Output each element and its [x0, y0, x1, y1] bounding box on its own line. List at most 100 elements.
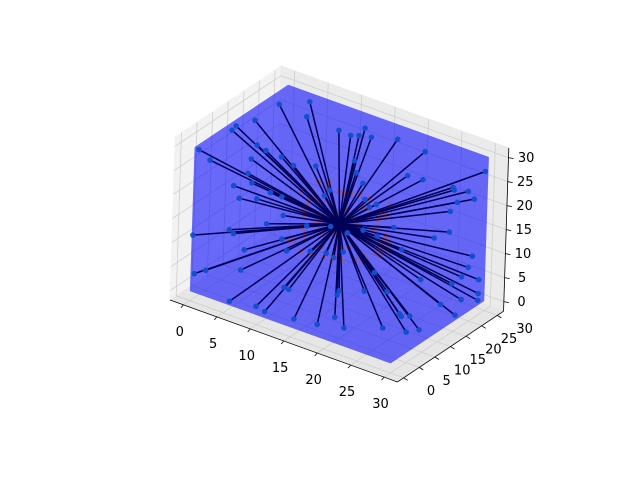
outer-point [226, 226, 233, 233]
outer-point [368, 134, 375, 141]
outer-point [190, 232, 196, 238]
radial-segment [239, 197, 340, 225]
grid-line-x [383, 143, 496, 378]
outer-point [458, 274, 465, 280]
radial-segment [338, 198, 366, 225]
z-tick-label: 30 [518, 151, 535, 166]
radial-segment [338, 135, 352, 225]
radial-segment [338, 223, 407, 333]
radial-segment [338, 223, 366, 292]
outer-point [290, 162, 297, 169]
outer-point [351, 158, 358, 164]
grid-line-y [191, 122, 420, 368]
outer-point [321, 192, 328, 199]
outer-point [241, 247, 247, 253]
outer-point [394, 136, 401, 142]
outer-point [280, 212, 287, 219]
outer-point [332, 314, 338, 321]
outer-point [482, 168, 489, 175]
outer-point [353, 170, 359, 176]
radial-segment [338, 137, 373, 225]
y-tick-label: 5 [442, 374, 450, 389]
cube-face-z1 [194, 84, 489, 220]
grid-line-x [350, 131, 463, 366]
outer-point [465, 188, 472, 195]
outer-point [446, 229, 453, 235]
grid-line-z [173, 99, 508, 182]
radial-segment [235, 125, 340, 225]
outer-point [261, 308, 268, 315]
grid-line-y [175, 132, 404, 379]
radial-segment [198, 149, 340, 225]
x-tick-label: 10 [238, 349, 255, 364]
x-tick-label: 30 [372, 397, 389, 412]
y-tick-mark [434, 356, 440, 360]
y-tick-mark [419, 367, 424, 371]
outer-point [474, 297, 481, 304]
outer-point [249, 180, 255, 186]
outer-point [229, 127, 235, 133]
outer-point [431, 235, 438, 241]
radial-segment [338, 223, 456, 316]
outer-point [313, 163, 319, 169]
radial-segment [288, 223, 340, 290]
outer-point [233, 123, 239, 129]
z-tick-mark [503, 301, 509, 304]
y-tick-mark [403, 377, 408, 381]
radial-segment [293, 165, 340, 225]
outer-point [340, 249, 346, 255]
y-tick-mark [450, 346, 455, 350]
grid-lines [170, 70, 509, 379]
outer-point [327, 223, 334, 230]
radial-segment [325, 223, 341, 254]
radial-segment [244, 223, 340, 251]
cube-face-x1 [390, 157, 489, 364]
radial-segment [339, 186, 454, 225]
radial-segment [339, 170, 486, 225]
outer-point [279, 194, 285, 200]
outer-point [267, 189, 274, 196]
x-tick-label: 25 [339, 385, 356, 400]
radial-segment [339, 223, 479, 302]
z-tick-label: 20 [516, 199, 533, 214]
y-tick-mark [465, 335, 471, 340]
outer-point [407, 313, 413, 319]
outer-point [253, 196, 260, 202]
radial-segment [231, 129, 340, 225]
z-tick-mark [504, 277, 510, 280]
z-tick-mark [507, 181, 513, 184]
outer-point [471, 196, 478, 202]
radial-segment [233, 184, 340, 225]
outer-point [323, 250, 330, 256]
outer-point [403, 329, 410, 336]
outer-point [307, 99, 313, 105]
radial-segment [316, 223, 341, 325]
grid-line-z [173, 123, 508, 206]
radial-segment [240, 223, 340, 271]
radial-segment [283, 214, 340, 225]
outer-point [347, 132, 354, 139]
outer-point [331, 254, 337, 261]
x-tick-mark [381, 376, 385, 381]
z-tick-label: 0 [517, 295, 525, 310]
grid-line-y [253, 80, 482, 327]
x-tick-mark [280, 340, 285, 345]
outer-point [303, 223, 310, 229]
radial-segment [338, 160, 356, 225]
y-tick-label: 10 [454, 363, 471, 378]
radial-segment [339, 223, 378, 237]
outer-point [314, 321, 321, 328]
x-tick-mark [214, 316, 218, 321]
outer-point [245, 170, 251, 177]
radial-segment [338, 138, 399, 225]
z-tick-mark [506, 229, 512, 232]
outer-point [469, 253, 476, 259]
x-tick-label: 15 [272, 361, 289, 376]
radial-segment [309, 101, 341, 225]
outer-point [458, 296, 464, 303]
outer-point [344, 230, 351, 236]
outer-point [291, 316, 297, 322]
